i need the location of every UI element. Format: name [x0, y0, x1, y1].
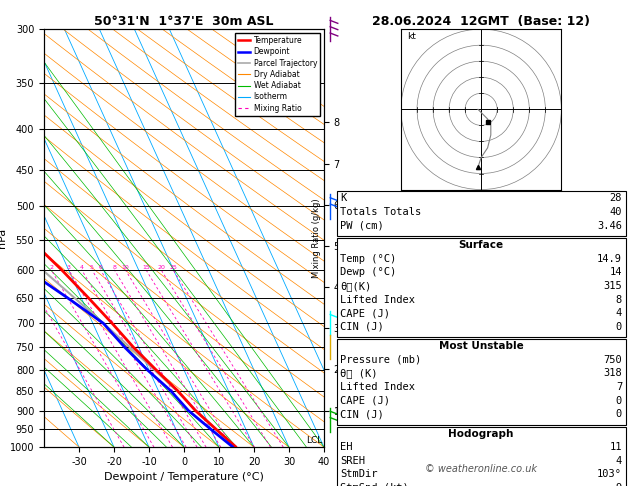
Text: Pressure (mb): Pressure (mb)	[340, 355, 421, 365]
Text: θᴇ(K): θᴇ(K)	[340, 281, 372, 291]
Text: 40: 40	[610, 207, 622, 217]
Text: 0: 0	[616, 409, 622, 419]
Text: 315: 315	[603, 281, 622, 291]
Text: CIN (J): CIN (J)	[340, 409, 384, 419]
Text: 15: 15	[142, 265, 150, 270]
Text: EH: EH	[340, 442, 353, 452]
Text: Most Unstable: Most Unstable	[439, 341, 523, 351]
Text: 103°: 103°	[597, 469, 622, 480]
Text: 25: 25	[169, 265, 177, 270]
Text: 9: 9	[616, 483, 622, 486]
Text: Mixing Ratio (g/kg): Mixing Ratio (g/kg)	[312, 198, 321, 278]
Text: LCL: LCL	[306, 436, 322, 445]
Y-axis label: hPa: hPa	[0, 228, 7, 248]
Text: © weatheronline.co.uk: © weatheronline.co.uk	[425, 464, 537, 474]
Text: 0: 0	[616, 396, 622, 406]
Text: 2: 2	[49, 265, 53, 270]
Text: kt: kt	[408, 32, 416, 41]
Text: 0: 0	[616, 322, 622, 332]
Text: 7: 7	[616, 382, 622, 392]
Text: Temp (°C): Temp (°C)	[340, 254, 396, 264]
Text: 4: 4	[616, 456, 622, 466]
Text: 5: 5	[90, 265, 94, 270]
Text: 750: 750	[603, 355, 622, 365]
Text: 6: 6	[99, 265, 103, 270]
Text: Lifted Index: Lifted Index	[340, 295, 415, 305]
X-axis label: Dewpoint / Temperature (°C): Dewpoint / Temperature (°C)	[104, 472, 264, 483]
Text: Surface: Surface	[459, 240, 504, 250]
Text: 3: 3	[67, 265, 70, 270]
Text: 3.46: 3.46	[597, 221, 622, 231]
Text: Hodograph: Hodograph	[448, 429, 514, 439]
Text: Dewp (°C): Dewp (°C)	[340, 267, 396, 278]
Legend: Temperature, Dewpoint, Parcel Trajectory, Dry Adiabat, Wet Adiabat, Isotherm, Mi: Temperature, Dewpoint, Parcel Trajectory…	[235, 33, 320, 116]
Text: 8: 8	[113, 265, 116, 270]
Y-axis label: km
ASL: km ASL	[356, 227, 374, 249]
Text: 8: 8	[616, 295, 622, 305]
Text: 20: 20	[157, 265, 165, 270]
Text: 28.06.2024  12GMT  (Base: 12): 28.06.2024 12GMT (Base: 12)	[372, 15, 590, 28]
Text: 4: 4	[616, 308, 622, 318]
Text: 11: 11	[610, 442, 622, 452]
Text: PW (cm): PW (cm)	[340, 221, 384, 231]
Title: 50°31'N  1°37'E  30m ASL: 50°31'N 1°37'E 30m ASL	[94, 15, 274, 28]
Text: CIN (J): CIN (J)	[340, 322, 384, 332]
Text: 14: 14	[610, 267, 622, 278]
Text: Lifted Index: Lifted Index	[340, 382, 415, 392]
Text: CAPE (J): CAPE (J)	[340, 396, 390, 406]
Text: 28: 28	[610, 193, 622, 204]
Text: StmSpd (kt): StmSpd (kt)	[340, 483, 409, 486]
Text: Totals Totals: Totals Totals	[340, 207, 421, 217]
Text: 318: 318	[603, 368, 622, 379]
Text: 10: 10	[121, 265, 129, 270]
Text: StmDir: StmDir	[340, 469, 378, 480]
Text: CAPE (J): CAPE (J)	[340, 308, 390, 318]
Text: 14.9: 14.9	[597, 254, 622, 264]
Text: θᴇ (K): θᴇ (K)	[340, 368, 378, 379]
Text: 4: 4	[80, 265, 84, 270]
Text: SREH: SREH	[340, 456, 365, 466]
Text: K: K	[340, 193, 347, 204]
